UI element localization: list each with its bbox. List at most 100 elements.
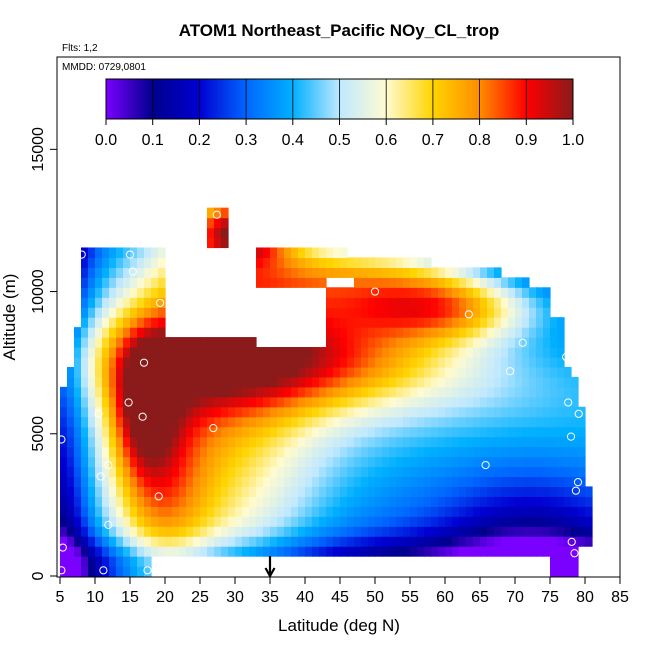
heatmap-cell (81, 297, 89, 308)
heatmap-cell (417, 506, 425, 517)
heatmap-cell (200, 446, 208, 458)
heatmap-cell (550, 396, 558, 408)
heatmap-cell (284, 446, 292, 458)
heatmap-cell (403, 436, 411, 448)
heatmap-cell (543, 337, 551, 348)
heatmap-cell (389, 486, 397, 497)
heatmap-cell (466, 496, 474, 507)
heatmap-cell (515, 356, 523, 368)
heatmap-cell (326, 307, 334, 318)
heatmap-cell (459, 317, 467, 328)
heatmap-cell (207, 546, 215, 557)
heatmap-cell (172, 496, 180, 507)
heatmap-cell (326, 267, 334, 278)
heatmap-cell (543, 396, 551, 408)
heatmap-cell (347, 446, 355, 458)
heatmap-cell (529, 526, 537, 537)
heatmap-cell (221, 486, 229, 497)
heatmap-cell (480, 337, 488, 348)
heatmap-cell (333, 307, 341, 318)
heatmap-cell (81, 347, 89, 358)
heatmap-cell (235, 406, 243, 418)
heatmap-cell (312, 536, 320, 547)
heatmap-cell (179, 356, 187, 368)
heatmap-cell (228, 466, 236, 478)
heatmap-cell (578, 516, 586, 527)
heatmap-cell (417, 287, 425, 298)
heatmap-cell (116, 376, 124, 388)
heatmap-cell (522, 317, 530, 328)
x-tick-label: 55 (401, 589, 419, 606)
heatmap-cell (354, 416, 362, 428)
heatmap-cell (396, 546, 404, 557)
heatmap-cell (60, 476, 68, 487)
heatmap-cell (88, 456, 96, 468)
heatmap-cell (564, 406, 572, 418)
heatmap-cell (410, 526, 418, 537)
heatmap-cell (543, 436, 551, 448)
heatmap-cell (431, 347, 439, 358)
heatmap-cell (144, 496, 152, 507)
heatmap-cell (501, 426, 509, 438)
heatmap-cell (536, 546, 544, 557)
heatmap-cell (452, 337, 460, 348)
heatmap-cell (508, 476, 516, 487)
heatmap-cell (529, 337, 537, 348)
heatmap-cell (515, 536, 523, 547)
heatmap-cell (431, 416, 439, 428)
heatmap-cell (186, 536, 194, 547)
heatmap-cell (536, 366, 544, 378)
heatmap-cell (235, 436, 243, 448)
heatmap-cell (382, 426, 390, 438)
heatmap-cell (340, 356, 348, 368)
heatmap-cell (550, 476, 558, 487)
heatmap-cell (151, 436, 159, 448)
heatmap-cell (207, 516, 215, 527)
heatmap-cell (165, 446, 173, 458)
heatmap-cell (382, 416, 390, 428)
heatmap-cell (200, 466, 208, 478)
heatmap-cell (473, 317, 481, 328)
heatmap-cell (151, 317, 159, 328)
heatmap-cell (550, 337, 558, 348)
heatmap-cell (431, 546, 439, 557)
heatmap-cell (277, 356, 285, 368)
heatmap-cell (480, 347, 488, 358)
heatmap-cell (312, 347, 320, 358)
heatmap-cell (263, 436, 271, 448)
heatmap-cell (88, 506, 96, 517)
heatmap-cell (102, 456, 110, 468)
heatmap-cell (319, 267, 327, 278)
heatmap-cell (424, 536, 432, 547)
heatmap-cell (235, 536, 243, 547)
x-tick-label: 30 (226, 589, 244, 606)
heatmap-cell (459, 406, 467, 418)
sample-point (96, 472, 105, 481)
heatmap-cell (361, 267, 369, 278)
sample-point (99, 566, 108, 575)
heatmap-cell (403, 446, 411, 458)
heatmap-cell (242, 376, 250, 388)
heatmap-cell (396, 366, 404, 378)
heatmap-cell (263, 366, 271, 378)
heatmap-cell (438, 347, 446, 358)
heatmap-cell (200, 516, 208, 527)
heatmap-cell (424, 297, 432, 308)
heatmap-cell (550, 356, 558, 368)
heatmap-cell (382, 347, 390, 358)
heatmap-cell (291, 516, 299, 527)
heatmap-cell (368, 366, 376, 378)
heatmap-cell (88, 376, 96, 388)
heatmap-cell (571, 376, 579, 388)
heatmap-cell (256, 257, 264, 268)
heatmap-cell (235, 347, 243, 358)
heatmap-cell (375, 267, 383, 278)
heatmap-cell (417, 257, 425, 268)
heatmap-cell (263, 486, 271, 497)
heatmap-cell (326, 287, 334, 298)
heatmap-cell (333, 436, 341, 448)
heatmap-cell (396, 297, 404, 308)
heatmap-cell (424, 436, 432, 448)
heatmap-cell (319, 456, 327, 468)
heatmap-cell (564, 396, 572, 408)
